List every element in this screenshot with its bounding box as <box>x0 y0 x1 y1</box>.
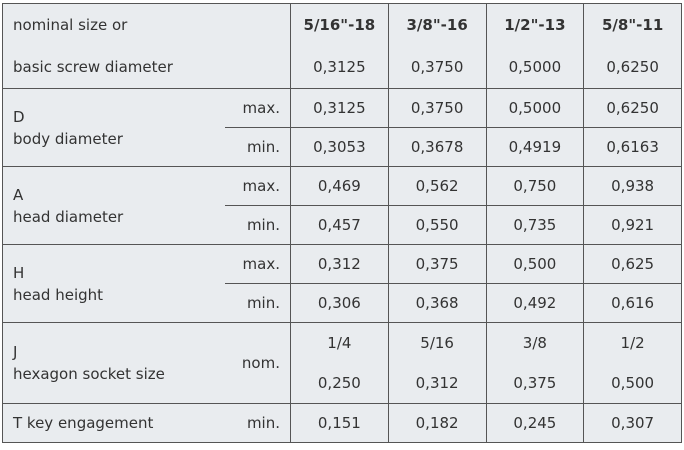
value: 0,3125 <box>290 88 389 128</box>
dimensions-table: nominal size or basic screw diameter 5/16"… <box>2 3 682 443</box>
size: 1/2"-13 <box>504 16 566 34</box>
value: 0,182 <box>387 403 487 443</box>
value: 0,6163 <box>583 127 682 167</box>
value: 0,368 <box>387 283 487 323</box>
value: 0,550 <box>387 205 487 245</box>
diameter: 0,6250 <box>606 58 659 76</box>
socket-row: 0,250 0,312 0,375 0,500 <box>3 363 682 404</box>
qualifier: min. <box>224 127 291 167</box>
description: head diameter <box>13 207 124 226</box>
key-label: T key engagement <box>2 403 225 443</box>
header-label-line: nominal size or <box>13 16 128 34</box>
value: 0,3053 <box>290 127 389 167</box>
data-row: min. 0,306 0,368 0,492 0,616 <box>3 283 682 323</box>
value: 0,921 <box>583 205 682 245</box>
value: 0,375 <box>387 244 487 284</box>
description: head height <box>13 285 104 304</box>
value: 0,375 <box>485 363 585 404</box>
value: 0,4919 <box>485 127 585 167</box>
value: 0,500 <box>485 244 585 284</box>
value: 0,500 <box>583 363 682 404</box>
value: 0,312 <box>387 363 487 404</box>
qualifier: min. <box>224 283 291 323</box>
description: body diameter <box>13 129 123 148</box>
value: 0,750 <box>485 166 585 206</box>
letter: A <box>13 185 24 204</box>
header-cell: 1/2"-13 0,5000 <box>485 3 585 89</box>
value: 0,250 <box>290 363 389 404</box>
value: 0,3750 <box>387 88 487 128</box>
header-label: nominal size or basic screw diameter <box>2 3 291 89</box>
value: 0,312 <box>290 244 389 284</box>
data-row: min. 0,457 0,550 0,735 0,921 <box>3 205 682 245</box>
header-cell: 3/8"-16 0,3750 <box>387 3 487 89</box>
value: 0,245 <box>485 403 585 443</box>
value: 0,306 <box>290 283 389 323</box>
value: 0,5000 <box>485 88 585 128</box>
diameter: 0,3125 <box>313 58 366 76</box>
value: 0,3678 <box>387 127 487 167</box>
value: 0,469 <box>290 166 389 206</box>
key-row: T key engagement min. 0,151 0,182 0,245 0,307 <box>2 403 682 443</box>
value: 0,6250 <box>583 88 682 128</box>
header-cell: 5/8"-11 0,6250 <box>583 3 682 89</box>
value: 0,562 <box>387 166 487 206</box>
qualifier: min. <box>224 205 291 245</box>
value: 0,151 <box>290 403 389 443</box>
diameter: 0,3750 <box>410 58 464 76</box>
qualifier: min. <box>224 403 291 443</box>
qualifier: max. <box>224 166 291 206</box>
value: 1/4 <box>290 322 389 363</box>
header-cell: 5/16"-18 0,3125 <box>290 3 389 89</box>
size: 5/16"-18 <box>303 16 376 34</box>
diameter: 0,5000 <box>508 58 562 76</box>
letter: J <box>13 343 18 361</box>
letter: D <box>13 107 25 126</box>
value: 3/8 <box>485 322 585 363</box>
letter: H <box>13 263 25 282</box>
value: 0,616 <box>583 283 682 323</box>
qualifier: max. <box>224 244 291 284</box>
value: 0,307 <box>583 403 682 443</box>
size: 3/8"-16 <box>406 16 468 34</box>
value: 0,735 <box>485 205 585 245</box>
table-body: nominal size or basic screw diameter 5/16"… <box>2 3 682 443</box>
description: hexagon socket size <box>13 365 165 383</box>
header-label-line: basic screw diameter <box>13 58 173 76</box>
value: 0,938 <box>583 166 682 206</box>
value: 0,625 <box>583 244 682 284</box>
value: 0,492 <box>485 283 585 323</box>
value: 5/16 <box>387 322 487 363</box>
qualifier: max. <box>224 88 291 128</box>
value: 0,457 <box>290 205 389 245</box>
value: 1/2 <box>583 322 682 363</box>
qualifier: nom. <box>224 322 291 404</box>
header-row: nominal size or basic screw diameter 5/16"… <box>2 3 682 89</box>
size: 5/8"-11 <box>601 16 664 34</box>
